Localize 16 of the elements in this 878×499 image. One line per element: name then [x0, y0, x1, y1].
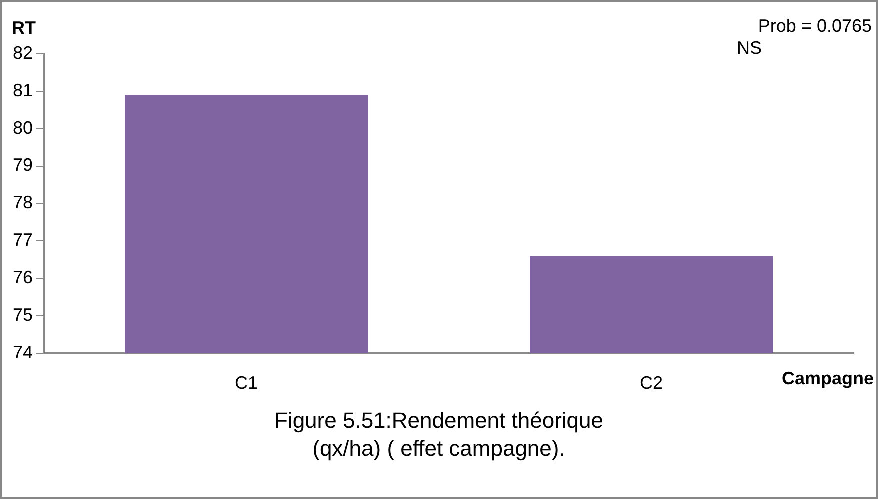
y-tick-label: 79 [12, 155, 34, 176]
y-tick-label: 82 [12, 42, 34, 63]
y-tick-label: 80 [12, 118, 34, 138]
x-tick-label: C2 [640, 373, 664, 394]
y-tick-label: 76 [12, 268, 34, 288]
y-tick-label: 78 [12, 192, 34, 213]
x-axis-title: Campagne [782, 368, 874, 388]
y-tick-label: 77 [12, 230, 34, 250]
text: Prob = 0.0765 [758, 16, 872, 36]
y-tick-label: 74 [12, 342, 34, 362]
annotation: NS [737, 38, 762, 58]
y-axis-title: RT [12, 18, 36, 38]
y-tick-label: 81 [12, 80, 34, 100]
y-tick-label: 75 [12, 304, 34, 325]
text: Figure 5.51:Rendement théorique (qx/ha) ( effet campagne). [274, 407, 604, 463]
x-tick-label: C1 [235, 373, 258, 394]
